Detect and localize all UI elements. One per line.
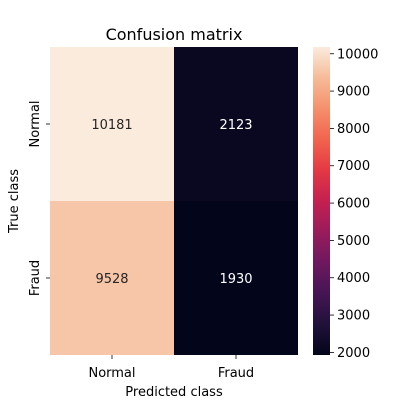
heatmap-cells: 10181 2123 9528 1930 [50,47,298,355]
cell-value-label: 2123 [219,118,252,133]
cell-value-label: 10181 [91,118,132,133]
x-axis-label: Predicted class [125,385,223,400]
colorbar-tick-label: 10000 [337,47,378,62]
x-tick-label: Normal [88,366,135,381]
colorbar-tick-label: 4000 [337,271,370,286]
x-tick-label: Fraud [218,366,254,381]
colorbar-tick-label: 5000 [337,234,370,249]
cell-value-label: 9528 [95,272,128,287]
y-tick-label: Fraud [28,260,43,296]
y-axis-ticks: Normal Fraud [28,100,50,296]
colorbar-tick-label: 3000 [337,309,370,324]
y-axis-label: True class [7,169,22,234]
colorbar-gradient [313,47,330,355]
chart-title: Confusion matrix [106,25,243,44]
colorbar: 2000 3000 4000 5000 6000 7000 8000 9000 10000 [313,47,378,361]
colorbar-tick-label: 6000 [337,197,370,212]
colorbar-tick-label: 7000 [337,159,370,174]
cell-value-label: 1930 [219,272,252,287]
colorbar-tick-label: 2000 [337,346,370,361]
y-tick-label: Normal [28,100,43,147]
colorbar-tick-label: 8000 [337,122,370,137]
x-axis-ticks: Normal Fraud [88,355,254,381]
colorbar-tick-label: 9000 [337,85,370,100]
